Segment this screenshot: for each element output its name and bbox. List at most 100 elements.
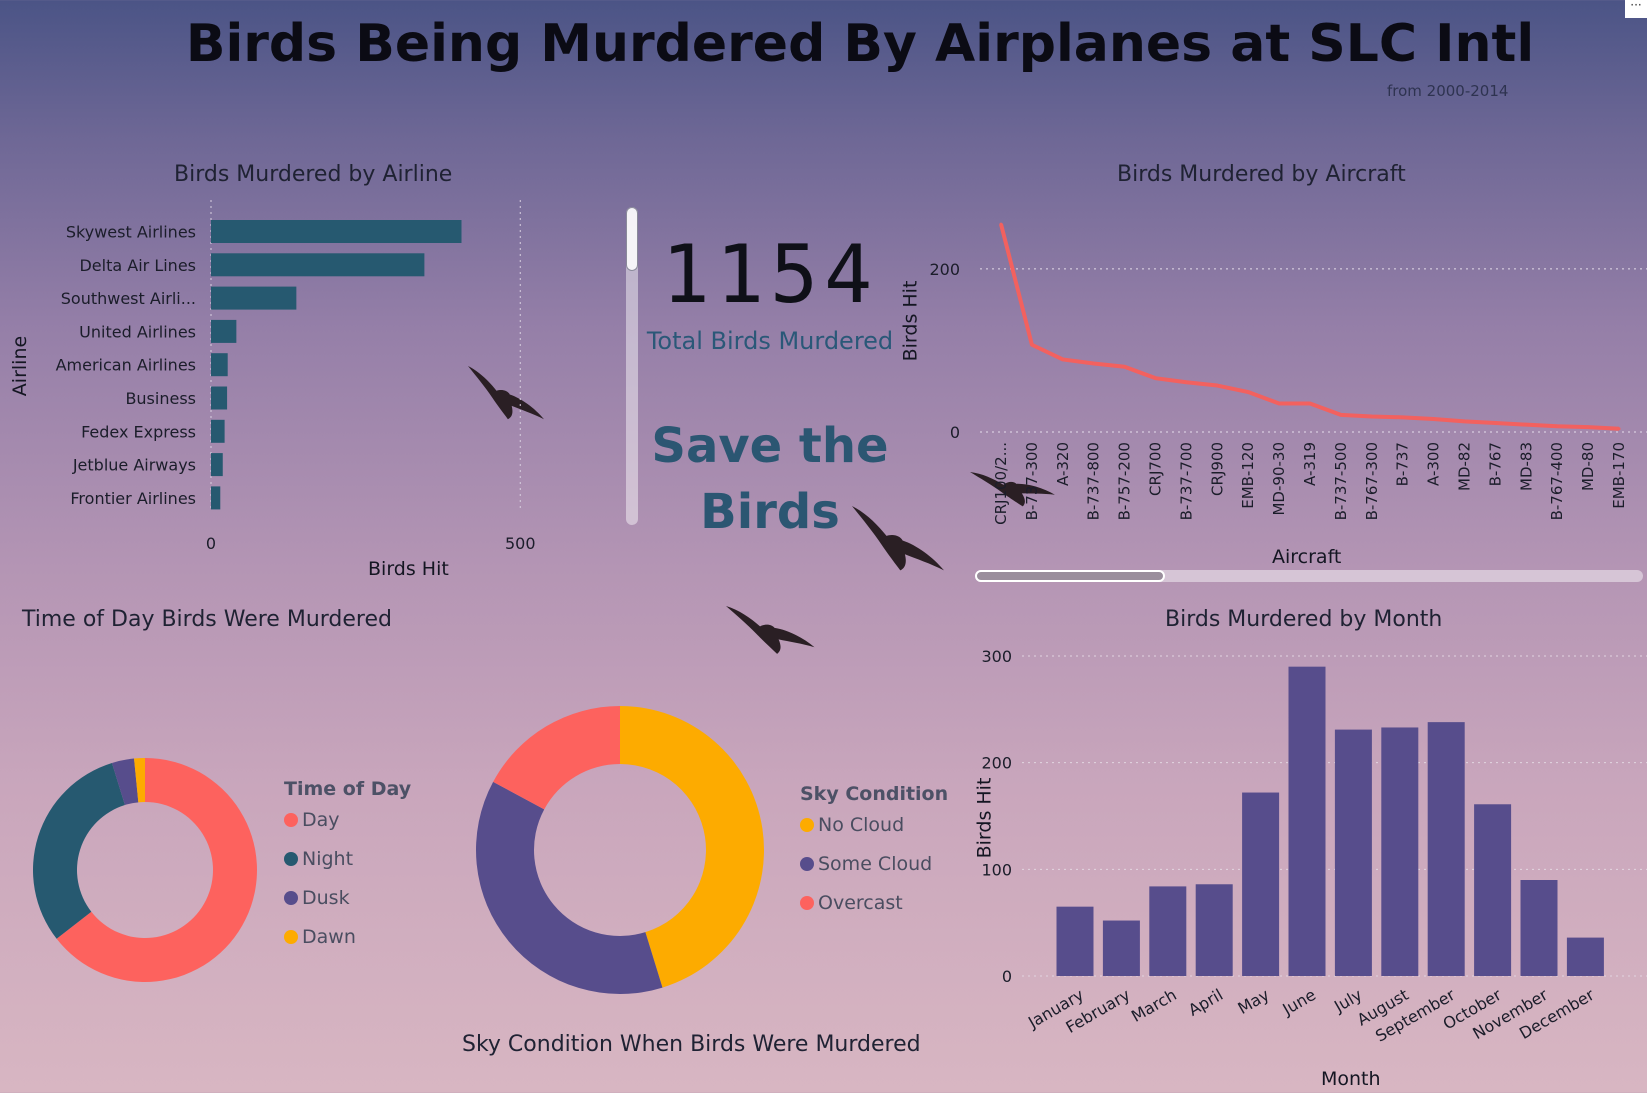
airline-chart-title: Birds Murdered by Airline bbox=[174, 162, 453, 187]
aircraft-x-tick: B-737-500 bbox=[1332, 442, 1350, 520]
sky-condition-legend-item[interactable]: No Cloud bbox=[800, 805, 948, 844]
airline-tick-label: Frontier Airlines bbox=[70, 489, 196, 508]
airline-x-tick: 0 bbox=[206, 534, 216, 550]
aircraft-y-tick: 0 bbox=[950, 423, 960, 442]
aircraft-x-tick: CRJ100/2... bbox=[992, 442, 1010, 525]
legend-dot-icon bbox=[800, 895, 814, 910]
month-y-tick: 200 bbox=[981, 754, 1012, 773]
kpi-total-label: Total Birds Murdered bbox=[646, 327, 894, 355]
aircraft-x-tick: B-737 bbox=[1394, 442, 1412, 486]
airline-x-axis-title: Birds Hit bbox=[368, 558, 449, 580]
aircraft-scrollbar-thumb[interactable] bbox=[975, 570, 1165, 582]
month-bar bbox=[1474, 804, 1512, 976]
legend-dot-icon bbox=[284, 890, 298, 905]
sky-condition-legend-label: No Cloud bbox=[818, 813, 905, 836]
legend-dot-icon bbox=[800, 856, 814, 871]
aircraft-x-tick: B-767-400 bbox=[1548, 442, 1566, 520]
more-options-icon[interactable]: ··· bbox=[1625, 0, 1647, 18]
month-y-tick: 0 bbox=[1002, 967, 1012, 986]
airline-tick-label: Fedex Express bbox=[81, 422, 196, 441]
airline-bar bbox=[211, 319, 237, 343]
aircraft-y-tick: 200 bbox=[929, 260, 960, 279]
kpi-total-value: 1154 bbox=[661, 228, 879, 321]
aircraft-x-axis-title: Aircraft bbox=[1272, 546, 1342, 568]
airline-scrollbar-track[interactable] bbox=[626, 207, 638, 525]
callout-line-1: Save the bbox=[651, 418, 889, 474]
month-bar bbox=[1195, 884, 1233, 976]
airline-bar-chart: Skywest Airlines Delta Air Lines Southwest… bbox=[56, 200, 536, 550]
month-bar bbox=[1102, 920, 1140, 976]
airline-tick-label: Delta Air Lines bbox=[79, 256, 196, 275]
aircraft-point bbox=[1524, 423, 1528, 427]
aircraft-point bbox=[1432, 417, 1436, 421]
airline-tick-label: American Airlines bbox=[56, 356, 196, 375]
legend-dot-icon bbox=[800, 817, 814, 832]
aircraft-x-tick: A-320 bbox=[1054, 442, 1072, 486]
time-of-day-legend: Time of Day Day Night Dusk Dawn bbox=[284, 778, 411, 956]
legend-dot-icon bbox=[284, 812, 298, 827]
aircraft-series-line bbox=[999, 223, 1620, 431]
airline-bar bbox=[211, 286, 297, 310]
aircraft-point bbox=[1493, 421, 1497, 425]
aircraft-point bbox=[1339, 413, 1343, 417]
aircraft-point bbox=[1555, 424, 1559, 428]
month-bar bbox=[1149, 886, 1187, 976]
legend-dot-icon bbox=[284, 851, 298, 866]
aircraft-x-tick: MD-90-30 bbox=[1270, 442, 1288, 516]
airline-x-tick: 500 bbox=[505, 534, 536, 550]
airline-scrollbar-thumb[interactable] bbox=[626, 207, 638, 271]
bird-silhouette-icon bbox=[726, 592, 815, 662]
time-of-day-slice bbox=[56, 758, 257, 982]
month-bar bbox=[1427, 722, 1465, 976]
sky-condition-legend-label: Some Cloud bbox=[818, 852, 933, 875]
airline-tick-label: Skywest Airlines bbox=[66, 223, 196, 242]
sky-condition-slice bbox=[476, 781, 663, 994]
aircraft-point bbox=[1246, 390, 1250, 394]
sky-condition-legend-item[interactable]: Some Cloud bbox=[800, 844, 948, 883]
aircraft-point bbox=[1215, 384, 1219, 388]
time-of-day-legend-item[interactable]: Dawn bbox=[284, 917, 411, 956]
aircraft-x-tick: CRJ700 bbox=[1147, 442, 1165, 496]
aircraft-x-tick: EMB-120 bbox=[1239, 442, 1257, 509]
aircraft-point bbox=[1154, 376, 1157, 380]
airline-tick-label: United Airlines bbox=[79, 322, 196, 341]
time-of-day-legend-label: Night bbox=[302, 847, 354, 870]
save-birds-callout: Save the Birds bbox=[640, 413, 900, 545]
airline-bar bbox=[211, 220, 462, 243]
time-of-day-chart-title: Time of Day Birds Were Murdered bbox=[22, 607, 392, 632]
airline-bar bbox=[211, 353, 228, 377]
legend-dot-icon bbox=[284, 929, 298, 944]
aircraft-point bbox=[1463, 419, 1466, 423]
time-of-day-slice bbox=[32, 762, 125, 939]
sky-condition-slice bbox=[493, 706, 620, 810]
aircraft-x-tick: B-767-300 bbox=[1363, 442, 1381, 520]
time-of-day-legend-label: Day bbox=[302, 808, 340, 831]
sky-condition-slice bbox=[620, 706, 764, 988]
time-of-day-legend-item[interactable]: Day bbox=[284, 800, 411, 839]
airline-tick-label: Southwest Airli... bbox=[61, 289, 196, 308]
aircraft-point bbox=[999, 222, 1003, 226]
airline-tick-label: Jetblue Airways bbox=[72, 456, 196, 475]
callout-line-2: Birds bbox=[700, 484, 840, 540]
month-bar bbox=[1242, 792, 1280, 976]
sky-condition-chart-title: Sky Condition When Birds Were Murdered bbox=[462, 1032, 921, 1057]
sky-condition-legend-item[interactable]: Overcast bbox=[800, 883, 948, 922]
airline-bar bbox=[211, 419, 225, 443]
month-x-tick: June bbox=[1278, 985, 1319, 1019]
month-bar bbox=[1056, 906, 1094, 976]
month-x-tick: March bbox=[1128, 985, 1180, 1026]
month-y-tick: 100 bbox=[981, 860, 1012, 879]
aircraft-point bbox=[1277, 401, 1281, 405]
time-of-day-legend-item[interactable]: Night bbox=[284, 839, 411, 878]
aircraft-x-tick: CRJ900 bbox=[1208, 442, 1226, 496]
time-of-day-legend-item[interactable]: Dusk bbox=[284, 878, 411, 917]
month-bar bbox=[1381, 727, 1419, 976]
aircraft-chart-title: Birds Murdered by Aircraft bbox=[1117, 162, 1406, 187]
aircraft-point bbox=[1184, 380, 1188, 384]
aircraft-point bbox=[1092, 362, 1096, 366]
month-bar bbox=[1566, 937, 1604, 976]
aircraft-x-tick: MD-83 bbox=[1517, 442, 1535, 491]
aircraft-x-tick: B-737-300 bbox=[1023, 442, 1041, 520]
aircraft-x-tick: A-300 bbox=[1425, 442, 1443, 486]
aircraft-point bbox=[1370, 415, 1374, 419]
